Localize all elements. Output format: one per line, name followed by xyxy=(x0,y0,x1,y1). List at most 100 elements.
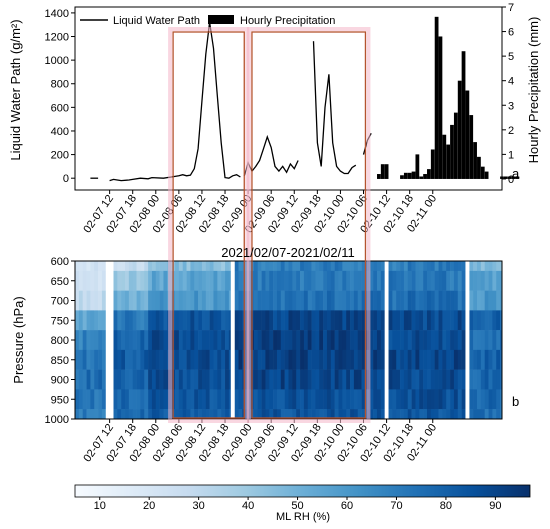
heatmap-cell xyxy=(265,290,270,311)
precip-bar xyxy=(511,176,516,179)
heatmap-cell xyxy=(350,261,355,272)
heatmap-cell xyxy=(140,261,145,272)
heatmap-cell xyxy=(419,389,424,410)
heatmap-cell xyxy=(342,409,347,420)
heatmap-cell xyxy=(500,330,503,351)
colorbar-ramp xyxy=(74,484,531,498)
heatmap-cell xyxy=(155,389,160,410)
colorbar-tick-label: 90 xyxy=(489,500,501,512)
heatmap-cell xyxy=(469,290,474,311)
heatmap-cell xyxy=(136,310,141,331)
heatmap-cell xyxy=(480,261,485,272)
heatmap-cell xyxy=(469,270,474,291)
heatmap-cell xyxy=(438,349,443,370)
heatmap-cell xyxy=(453,261,459,272)
panel-a-right-tick-label: 6 xyxy=(508,27,514,39)
heatmap-cell xyxy=(175,389,180,410)
heatmap-cell xyxy=(376,389,382,410)
heatmap-cell xyxy=(221,389,226,410)
heatmap-cell xyxy=(175,290,180,311)
heatmap-cell xyxy=(273,349,278,370)
heatmap-cell xyxy=(288,369,293,390)
heatmap-cell xyxy=(500,369,503,390)
heatmap-cell xyxy=(292,290,297,311)
heatmap-cell xyxy=(411,290,416,311)
heatmap-cell xyxy=(194,310,199,331)
heatmap-cell xyxy=(209,330,214,351)
heatmap-cell xyxy=(159,290,164,311)
heatmap-cell xyxy=(311,389,316,410)
heatmap-cell xyxy=(376,290,382,311)
heatmap-cell xyxy=(300,349,305,370)
heatmap-cell xyxy=(125,330,130,351)
heatmap-cell xyxy=(140,349,145,370)
heatmap-cell xyxy=(461,290,466,311)
heatmap-cell xyxy=(98,409,103,420)
heatmap-cell xyxy=(403,330,409,351)
heatmap-cell xyxy=(201,270,207,291)
heatmap-cell xyxy=(338,310,343,331)
heatmap-cell xyxy=(423,349,428,370)
heatmap-cell xyxy=(276,290,282,311)
heatmap-cell xyxy=(78,349,83,370)
heatmap-cell xyxy=(144,389,149,410)
heatmap-cell xyxy=(186,261,191,272)
precip-bar xyxy=(430,149,435,179)
heatmap-cell xyxy=(492,330,497,351)
heatmap-cell xyxy=(434,330,439,351)
heatmap-cell xyxy=(238,310,243,331)
heatmap-cell xyxy=(453,349,459,370)
heatmap-cell xyxy=(373,330,378,351)
panel-a-right-tick-label: 7 xyxy=(508,2,514,14)
heatmap-cell xyxy=(82,290,87,311)
heatmap-cell xyxy=(300,409,305,420)
heatmap-cell xyxy=(326,290,332,311)
heatmap-cell xyxy=(361,330,366,351)
heatmap-cell xyxy=(411,330,416,351)
heatmap-cell xyxy=(125,369,130,390)
heatmap-cell xyxy=(392,290,397,311)
heatmap-cell xyxy=(446,261,451,272)
heatmap-cell xyxy=(101,369,107,390)
panel-b-y-tick-label: 900 xyxy=(51,375,69,387)
heatmap-cell xyxy=(438,409,443,420)
precip-bar xyxy=(503,176,508,179)
heatmap-cell xyxy=(253,389,259,410)
heatmap-cell xyxy=(496,349,501,370)
heatmap-cell xyxy=(101,389,107,410)
heatmap-cell xyxy=(338,261,343,272)
heatmap-cell xyxy=(257,389,262,410)
heatmap-cell xyxy=(388,330,393,351)
heatmap-cell xyxy=(307,310,312,331)
heatmap-cell xyxy=(403,290,409,311)
heatmap-cell xyxy=(86,330,91,351)
heatmap-cell xyxy=(209,369,214,390)
heatmap-cell xyxy=(159,330,164,351)
heatmap-cell xyxy=(261,369,266,390)
heatmap-cell xyxy=(469,330,474,351)
heatmap-cell xyxy=(446,369,451,390)
heatmap-cell xyxy=(488,369,493,390)
heatmap-cell xyxy=(257,270,262,291)
heatmap-cell xyxy=(373,290,378,311)
heatmap-cell xyxy=(426,261,432,272)
heatmap-cell xyxy=(476,330,482,351)
heatmap-cell xyxy=(361,270,366,291)
heatmap-cell xyxy=(205,290,210,311)
heatmap-cell xyxy=(113,261,118,272)
heatmap-cell xyxy=(403,409,409,420)
heatmap-cell xyxy=(288,349,293,370)
heatmap-cell xyxy=(182,290,187,311)
heatmap-cell xyxy=(86,310,91,331)
heatmap-cell xyxy=(484,310,489,331)
heatmap-cell xyxy=(182,330,187,351)
heatmap-cell xyxy=(473,261,478,272)
heatmap-cell xyxy=(234,290,239,311)
heatmap-cell xyxy=(369,310,374,331)
heatmap-cell xyxy=(407,369,412,390)
heatmap-cell xyxy=(194,389,199,410)
heatmap-cell xyxy=(338,389,343,410)
heatmap-cell xyxy=(300,369,305,390)
heatmap-cell xyxy=(292,369,297,390)
precip-bar xyxy=(450,124,454,179)
